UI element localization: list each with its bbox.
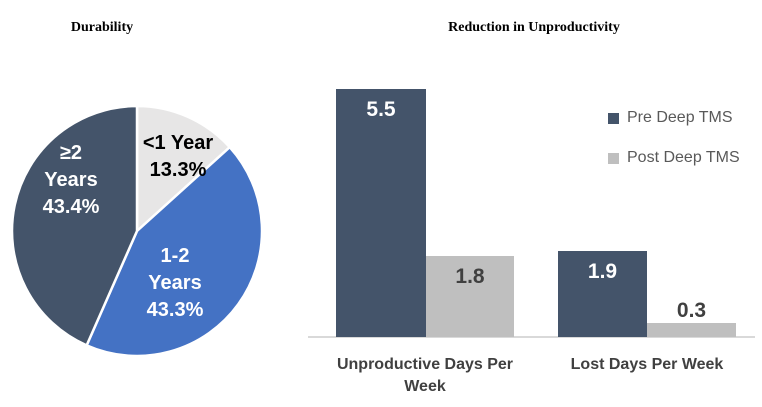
bar-pre-deep-tms-unproductive-days [336, 89, 426, 337]
bar-chart-title: Reduction in Unproductivity [448, 20, 620, 35]
legend-label: Pre Deep TMS [627, 109, 733, 126]
legend-label: Post Deep TMS [627, 149, 740, 166]
category-label-lost-days: Lost Days Per Week [570, 356, 724, 373]
legend-marker-square-icon [608, 112, 619, 124]
bar-data-label: 0.3 [676, 299, 707, 322]
pie-slice-1 [85, 145, 264, 358]
pie-slice-name: ≥2 Years [44, 142, 98, 191]
bar-post-deep-tms-unproductive-days [426, 256, 514, 337]
bar-data-label: 1.8 [455, 265, 485, 288]
category-label-unproductive-days: Unproductive Days Per Week [336, 356, 514, 395]
pie-slice-name: 1-2 Years [148, 245, 202, 294]
legend-item-pre-deep-tms: Pre Deep TMS [608, 108, 733, 128]
pie-slice-label-under-1-year: <1 Year 13.3% [123, 130, 233, 184]
pie-chart-title: Durability [70, 20, 134, 35]
bar-pre-deep-tms-lost-days [558, 251, 647, 337]
bar-data-label: 5.5 [366, 98, 396, 121]
pie-slice-name: <1 Year [142, 132, 214, 154]
pie-slice-2 [10, 104, 139, 347]
pie-slice-percent: 43.3% [146, 299, 204, 321]
pie-slice-label-1-2-years: 1-2 Years 43.3% [140, 243, 210, 324]
legend-item-post-deep-tms: Post Deep TMS [608, 148, 740, 168]
x-axis-line [308, 336, 755, 338]
bar-data-label: 1.9 [587, 260, 618, 283]
pie-slice-percent: 13.3% [149, 159, 207, 181]
pie-slice-percent: 43.4% [42, 196, 100, 218]
bar-post-deep-tms-lost-days [647, 323, 736, 337]
pie-slice-label-2-plus-years: ≥2 Years 43.4% [36, 140, 106, 221]
durability-pie-chart [10, 104, 264, 358]
legend-marker-square-icon [608, 152, 619, 164]
pie-slice-0 [135, 104, 231, 233]
